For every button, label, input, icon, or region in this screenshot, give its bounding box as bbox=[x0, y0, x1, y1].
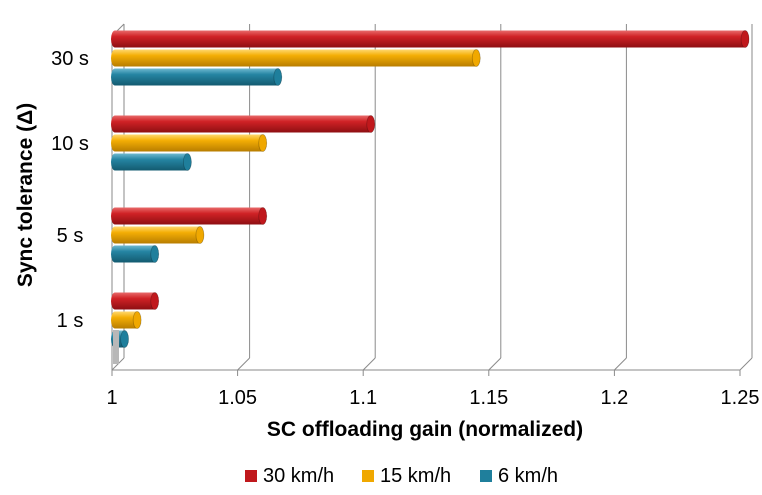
floor-gridline bbox=[488, 357, 502, 371]
x-tick-label: 1.2 bbox=[600, 387, 628, 409]
y-tick-label: 10 s bbox=[51, 133, 89, 155]
y-axis-title: Sync tolerance (Δ) bbox=[14, 103, 37, 287]
bar-cap bbox=[273, 68, 283, 86]
legend-label: 15 km/h bbox=[380, 465, 451, 487]
y-tick-labels: 1 s 5 s 10 s 30 s bbox=[51, 48, 89, 332]
x-tick-label: 1.1 bbox=[349, 387, 377, 409]
x-tick-label: 1 bbox=[106, 387, 117, 409]
bar bbox=[111, 226, 205, 244]
bar bbox=[111, 68, 283, 86]
y-tick-label: 1 s bbox=[57, 310, 84, 332]
bars bbox=[111, 30, 750, 364]
legend-label: 30 km/h bbox=[263, 465, 334, 487]
bar bbox=[111, 207, 268, 225]
bar-body bbox=[111, 245, 159, 263]
bar-cap bbox=[258, 134, 268, 152]
x-tick-label: 1.15 bbox=[469, 387, 508, 409]
y-tick-label: 5 s bbox=[57, 225, 84, 247]
bar-body bbox=[111, 30, 750, 48]
bar-body bbox=[111, 207, 267, 225]
bar bbox=[111, 30, 750, 48]
bar-cap bbox=[366, 115, 376, 133]
bar bbox=[111, 311, 142, 329]
x-tick-labels: 1 1.05 1.1 1.15 1.2 1.25 bbox=[106, 387, 759, 409]
floor-gridline bbox=[614, 357, 627, 371]
bar-body bbox=[111, 292, 159, 310]
legend-swatch bbox=[480, 470, 492, 482]
legend-item: 6 km/h bbox=[480, 465, 558, 487]
bar-cap bbox=[120, 330, 129, 348]
bar-body bbox=[111, 226, 204, 244]
bar-cap bbox=[150, 245, 160, 263]
bar-base-stub bbox=[113, 330, 119, 364]
x-tick-label: 1.25 bbox=[721, 387, 760, 409]
floor-gridline bbox=[739, 357, 753, 371]
bar-cap bbox=[195, 226, 205, 244]
bar-body bbox=[111, 115, 375, 133]
bar bbox=[111, 134, 268, 152]
bar bbox=[111, 245, 160, 263]
bar-cap bbox=[182, 153, 192, 171]
x-tick-label: 1.05 bbox=[218, 387, 257, 409]
bar bbox=[111, 292, 160, 310]
legend-label: 6 km/h bbox=[498, 465, 558, 487]
legend: 30 km/h 15 km/h 6 km/h bbox=[245, 465, 558, 487]
bar-cap bbox=[258, 207, 268, 225]
bar-cap bbox=[132, 311, 142, 329]
bar-body bbox=[111, 49, 481, 67]
bar bbox=[111, 49, 481, 67]
bar-cap bbox=[150, 292, 160, 310]
legend-swatch bbox=[362, 470, 374, 482]
bar-body bbox=[111, 134, 267, 152]
legend-swatch bbox=[245, 470, 257, 482]
bar-cap bbox=[740, 30, 750, 48]
bar-body bbox=[111, 311, 142, 329]
bar bbox=[111, 115, 376, 133]
bar-body bbox=[111, 153, 192, 171]
legend-item: 15 km/h bbox=[362, 465, 451, 487]
bar-body bbox=[111, 68, 282, 86]
floor-gridline bbox=[237, 357, 250, 371]
bar bbox=[111, 153, 192, 171]
x-axis-title: SC offloading gain (normalized) bbox=[267, 418, 583, 441]
bar-cap bbox=[471, 49, 481, 67]
legend-item: 30 km/h bbox=[245, 465, 334, 487]
floor-gridline bbox=[362, 357, 376, 371]
y-tick-label: 30 s bbox=[51, 48, 89, 70]
